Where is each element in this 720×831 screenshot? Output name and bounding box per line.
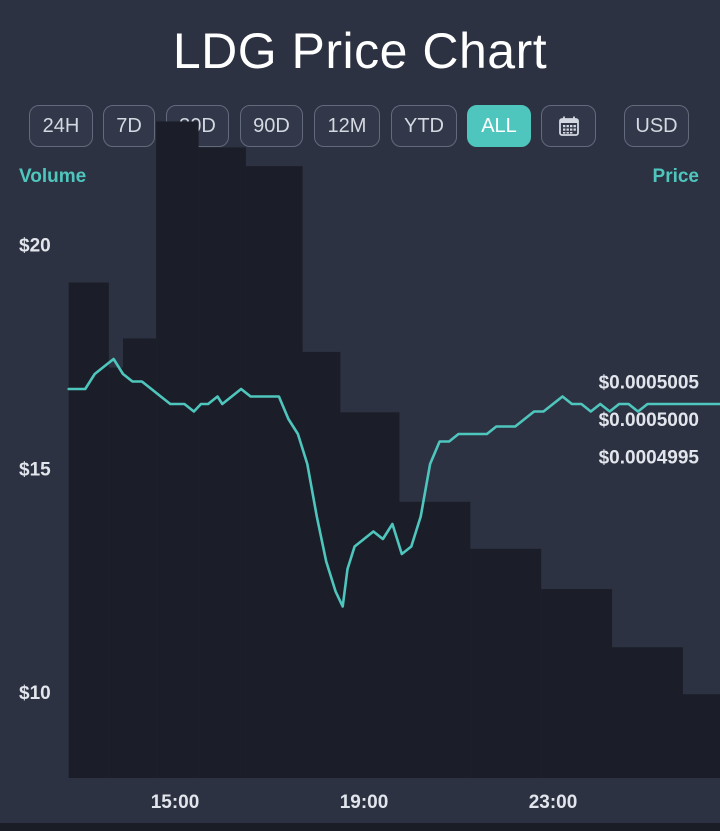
price-tick-label: $0.0004995	[599, 448, 700, 469]
time-tick-label: 23:00	[529, 792, 578, 813]
footer-divider	[0, 823, 720, 831]
volume-bar	[198, 147, 246, 778]
price-tick-label: $0.0005000	[599, 410, 699, 431]
volume-tick-label: $15	[19, 459, 51, 480]
volume-bar	[68, 282, 109, 778]
volume-bar	[340, 412, 400, 778]
page-title: LDG Price Chart	[172, 23, 548, 79]
calendar-icon	[558, 116, 579, 136]
volume-bar	[399, 501, 471, 778]
y-axis-ticks: $20 $15 $10 $0.0005005 $0.0005000 $0.0004995	[19, 236, 699, 705]
price-line-group	[67, 357, 720, 608]
range-all-button[interactable]: ALL	[467, 105, 531, 147]
volume-bar	[123, 338, 157, 778]
time-tick-label: 19:00	[340, 792, 389, 813]
calendar-button[interactable]	[541, 105, 596, 147]
price-tick-label: $0.0005005	[599, 373, 700, 394]
volume-bars	[68, 121, 720, 778]
price-line	[67, 357, 720, 608]
range-ytd-button[interactable]: YTD	[391, 105, 457, 147]
volume-axis-title: Volume	[19, 166, 87, 187]
volume-bar	[470, 548, 542, 778]
range-12m-button[interactable]: 12M	[314, 105, 380, 147]
volume-tick-label: $10	[19, 683, 51, 704]
volume-tick-label: $20	[19, 236, 51, 257]
volume-bar	[682, 694, 720, 778]
volume-bar	[245, 166, 303, 778]
x-axis-ticks: 15:00 19:00 23:00	[151, 792, 578, 813]
volume-bar	[108, 367, 124, 778]
volume-bar	[302, 351, 341, 778]
price-axis-title: Price	[652, 166, 699, 187]
currency-button[interactable]: USD	[624, 105, 689, 147]
time-tick-label: 15:00	[151, 792, 200, 813]
range-7d-button[interactable]: 7D	[103, 105, 155, 147]
range-90d-button[interactable]: 90D	[240, 105, 303, 147]
volume-bar	[156, 121, 199, 778]
volume-bar	[179, 134, 182, 209]
range-selector: 24H 7D 30D 90D 12M YTD ALL USD	[0, 105, 720, 149]
volume-bar	[541, 589, 613, 778]
volume-bar	[612, 647, 683, 778]
range-24h-button[interactable]: 24H	[29, 105, 93, 147]
